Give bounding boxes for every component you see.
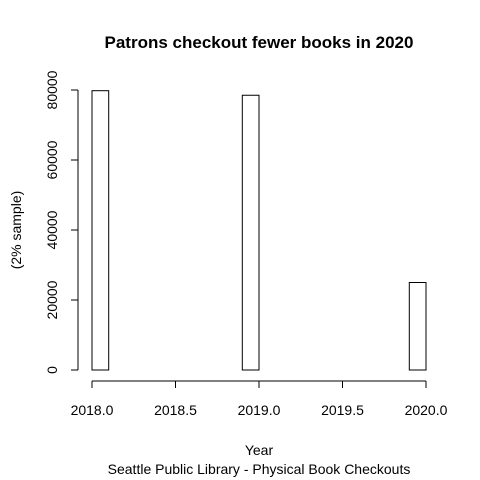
x-tick-label: 2019.5 xyxy=(321,402,364,418)
y-tick-label: 60000 xyxy=(44,140,60,179)
histogram-bar-1 xyxy=(242,95,259,370)
histogram-bar-0 xyxy=(92,91,109,370)
histogram-bar-2 xyxy=(409,283,426,371)
x-axis: 2018.0 2018.5 2019.0 2019.5 2020.0 xyxy=(71,381,448,418)
x-tick-label: 2019.0 xyxy=(238,402,281,418)
y-axis: 0 20000 40000 60000 80000 xyxy=(44,70,78,374)
chart-title: Patrons checkout fewer books in 2020 xyxy=(105,33,414,52)
x-tick-label: 2018.5 xyxy=(154,402,197,418)
x-tick-label: 2018.0 xyxy=(71,402,114,418)
x-tick-label: 2020.0 xyxy=(405,402,448,418)
chart-subtitle: Seattle Public Library - Physical Book C… xyxy=(108,461,411,477)
y-axis-label-sample: (2% sample) xyxy=(8,191,24,270)
bars-group xyxy=(92,91,426,370)
y-tick-label: 0 xyxy=(44,366,60,374)
x-axis-label: Year xyxy=(245,442,274,458)
y-tick-label: 80000 xyxy=(44,70,60,109)
y-tick-label: 20000 xyxy=(44,280,60,319)
y-tick-label: 40000 xyxy=(44,210,60,249)
